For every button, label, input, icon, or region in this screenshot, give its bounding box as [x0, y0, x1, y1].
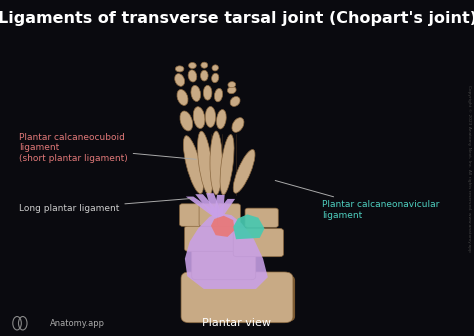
Ellipse shape — [175, 66, 184, 72]
FancyBboxPatch shape — [188, 275, 295, 322]
Polygon shape — [233, 214, 264, 239]
FancyBboxPatch shape — [233, 228, 283, 257]
FancyBboxPatch shape — [180, 204, 204, 226]
Ellipse shape — [210, 131, 222, 195]
FancyBboxPatch shape — [218, 204, 240, 226]
Ellipse shape — [232, 118, 244, 132]
Ellipse shape — [212, 65, 219, 71]
Polygon shape — [195, 194, 223, 217]
Ellipse shape — [201, 70, 208, 81]
Text: Anatomy.app: Anatomy.app — [50, 319, 105, 328]
Polygon shape — [186, 197, 223, 217]
Ellipse shape — [228, 82, 236, 88]
Ellipse shape — [228, 86, 236, 94]
Text: Ligaments of transverse tarsal joint (Chopart's joint): Ligaments of transverse tarsal joint (Ch… — [0, 11, 474, 26]
FancyBboxPatch shape — [245, 208, 278, 227]
Ellipse shape — [191, 85, 201, 101]
Polygon shape — [211, 216, 235, 237]
Ellipse shape — [189, 62, 196, 69]
Polygon shape — [213, 195, 225, 217]
Ellipse shape — [188, 70, 197, 82]
Ellipse shape — [183, 136, 203, 194]
Ellipse shape — [220, 134, 234, 195]
Ellipse shape — [177, 89, 188, 106]
Ellipse shape — [180, 111, 192, 131]
Ellipse shape — [230, 96, 240, 107]
Ellipse shape — [201, 62, 208, 68]
Ellipse shape — [205, 107, 216, 127]
Polygon shape — [185, 213, 268, 289]
Polygon shape — [206, 193, 223, 217]
Ellipse shape — [211, 73, 219, 83]
Ellipse shape — [214, 88, 223, 102]
Ellipse shape — [217, 110, 226, 129]
FancyBboxPatch shape — [191, 248, 255, 280]
Polygon shape — [213, 199, 235, 217]
Ellipse shape — [233, 150, 255, 193]
Ellipse shape — [198, 131, 213, 195]
Ellipse shape — [175, 74, 184, 86]
Text: Plantar calcaneonavicular
ligament: Plantar calcaneonavicular ligament — [275, 180, 440, 220]
Text: Copyright © 2023 Anatomy Next, Inc. All rights reserved. www.anatomy.app: Copyright © 2023 Anatomy Next, Inc. All … — [467, 85, 471, 251]
FancyBboxPatch shape — [181, 272, 293, 323]
Text: Plantar calcaneocuboid
ligament
(short plantar ligament): Plantar calcaneocuboid ligament (short p… — [19, 133, 196, 163]
Ellipse shape — [193, 107, 205, 128]
Text: Plantar view: Plantar view — [202, 318, 272, 328]
FancyBboxPatch shape — [185, 226, 237, 251]
FancyBboxPatch shape — [199, 204, 223, 226]
Text: Long plantar ligament: Long plantar ligament — [19, 199, 191, 213]
Ellipse shape — [203, 85, 212, 100]
